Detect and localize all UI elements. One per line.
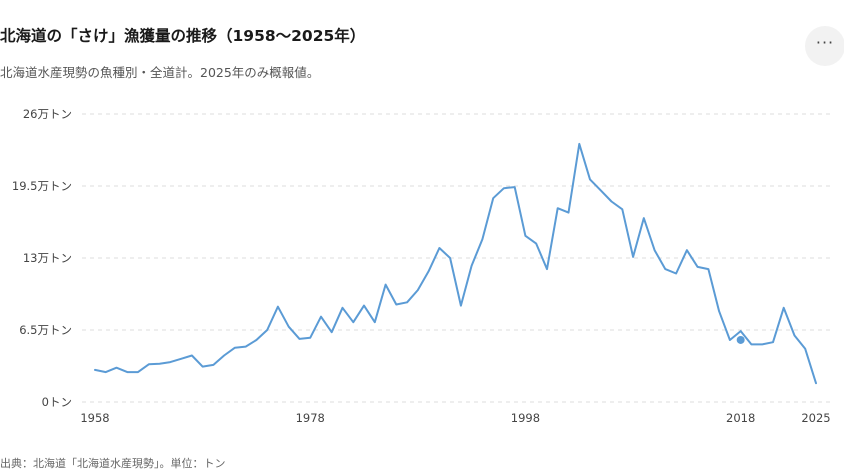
y-tick-label: 13万トン [23, 251, 72, 265]
data-point[interactable] [790, 332, 798, 340]
data-point[interactable] [629, 253, 637, 261]
data-point[interactable] [747, 340, 755, 348]
data-point[interactable] [532, 240, 540, 248]
highlight-point[interactable] [736, 335, 745, 344]
data-point[interactable] [403, 298, 411, 306]
data-point[interactable] [274, 303, 282, 311]
source-note: 出典：北海道「北海道水産現勢」。単位：トン [0, 457, 226, 470]
data-point[interactable] [199, 363, 207, 371]
data-point[interactable] [769, 338, 777, 346]
data-point[interactable] [295, 335, 303, 343]
x-tick-label: 1998 [511, 411, 540, 425]
data-point[interactable] [446, 254, 454, 262]
data-point[interactable] [597, 186, 605, 194]
data-point[interactable] [166, 358, 174, 366]
data-point[interactable] [349, 318, 357, 326]
data-point[interactable] [683, 246, 691, 254]
x-tick-label: 1958 [80, 411, 109, 425]
y-tick-label: 6.5万トン [19, 323, 72, 337]
data-point[interactable] [704, 265, 712, 273]
data-point[interactable] [801, 345, 809, 353]
data-point[interactable] [489, 194, 497, 202]
data-point[interactable] [392, 301, 400, 309]
data-point[interactable] [188, 351, 196, 359]
more-options-button[interactable]: ··· [805, 26, 844, 66]
data-point[interactable] [339, 304, 347, 312]
data-point[interactable] [371, 318, 379, 326]
data-point[interactable] [478, 235, 486, 243]
x-tick-label: 2018 [726, 411, 755, 425]
chart-subtitle: 北海道水産現勢の魚種別・全道計。2025年のみ概報値。 [0, 65, 320, 80]
series-line [94, 142, 817, 385]
y-tick-label: 0トン [42, 395, 72, 409]
data-point[interactable] [123, 368, 131, 376]
data-points [91, 140, 820, 387]
data-point[interactable] [435, 244, 443, 252]
data-point[interactable] [694, 263, 702, 271]
x-tick-label: 2025 [801, 411, 830, 425]
grid-lines [82, 113, 832, 403]
data-point[interactable] [586, 175, 594, 183]
more-horizontal-icon: ··· [815, 33, 835, 52]
data-point[interactable] [252, 336, 260, 344]
data-point[interactable] [134, 368, 142, 376]
data-point[interactable] [242, 343, 250, 351]
data-point[interactable] [640, 214, 648, 222]
data-point[interactable] [177, 355, 185, 363]
data-point[interactable] [328, 328, 336, 336]
data-point[interactable] [564, 209, 572, 217]
data-point[interactable] [360, 302, 368, 310]
data-point[interactable] [425, 267, 433, 275]
data-point[interactable] [758, 340, 766, 348]
data-point[interactable] [543, 265, 551, 273]
data-point[interactable] [457, 302, 465, 310]
data-point[interactable] [102, 368, 110, 376]
data-point[interactable] [231, 344, 239, 352]
y-axis: 0トン 6.5万トン 13万トン 19.5万トン 26万トン [12, 107, 72, 409]
data-point[interactable] [661, 265, 669, 273]
data-point[interactable] [780, 304, 788, 312]
y-tick-label: 19.5万トン [12, 179, 72, 193]
data-point[interactable] [414, 286, 422, 294]
x-axis: 1958 1978 1998 2018 2025 [80, 411, 830, 425]
chart-title: 北海道の「さけ」漁獲量の推移（1958〜2025年） [0, 27, 366, 45]
data-point[interactable] [726, 336, 734, 344]
data-point[interactable] [521, 232, 529, 240]
data-point[interactable] [91, 366, 99, 374]
data-point[interactable] [156, 360, 164, 368]
data-point[interactable] [511, 183, 519, 191]
data-point[interactable] [317, 313, 325, 321]
data-point[interactable] [220, 351, 228, 359]
data-point[interactable] [737, 327, 745, 335]
data-point[interactable] [285, 323, 293, 331]
data-point[interactable] [812, 379, 820, 387]
data-point[interactable] [209, 361, 217, 369]
data-point[interactable] [651, 246, 659, 254]
data-point[interactable] [306, 334, 314, 342]
data-point[interactable] [575, 140, 583, 148]
data-point[interactable] [145, 360, 153, 368]
y-tick-label: 26万トン [23, 107, 72, 121]
line-chart: 0トン 6.5万トン 13万トン 19.5万トン 26万トン 1958 1978 1998 2… [12, 107, 832, 425]
data-point[interactable] [500, 184, 508, 192]
x-tick-label: 1978 [296, 411, 325, 425]
data-point[interactable] [382, 281, 390, 289]
data-point[interactable] [554, 204, 562, 212]
data-point[interactable] [672, 270, 680, 278]
data-point[interactable] [608, 198, 616, 206]
data-point[interactable] [263, 326, 271, 334]
data-point[interactable] [715, 307, 723, 315]
data-point[interactable] [618, 205, 626, 213]
data-point[interactable] [468, 262, 476, 270]
data-point[interactable] [113, 364, 121, 372]
